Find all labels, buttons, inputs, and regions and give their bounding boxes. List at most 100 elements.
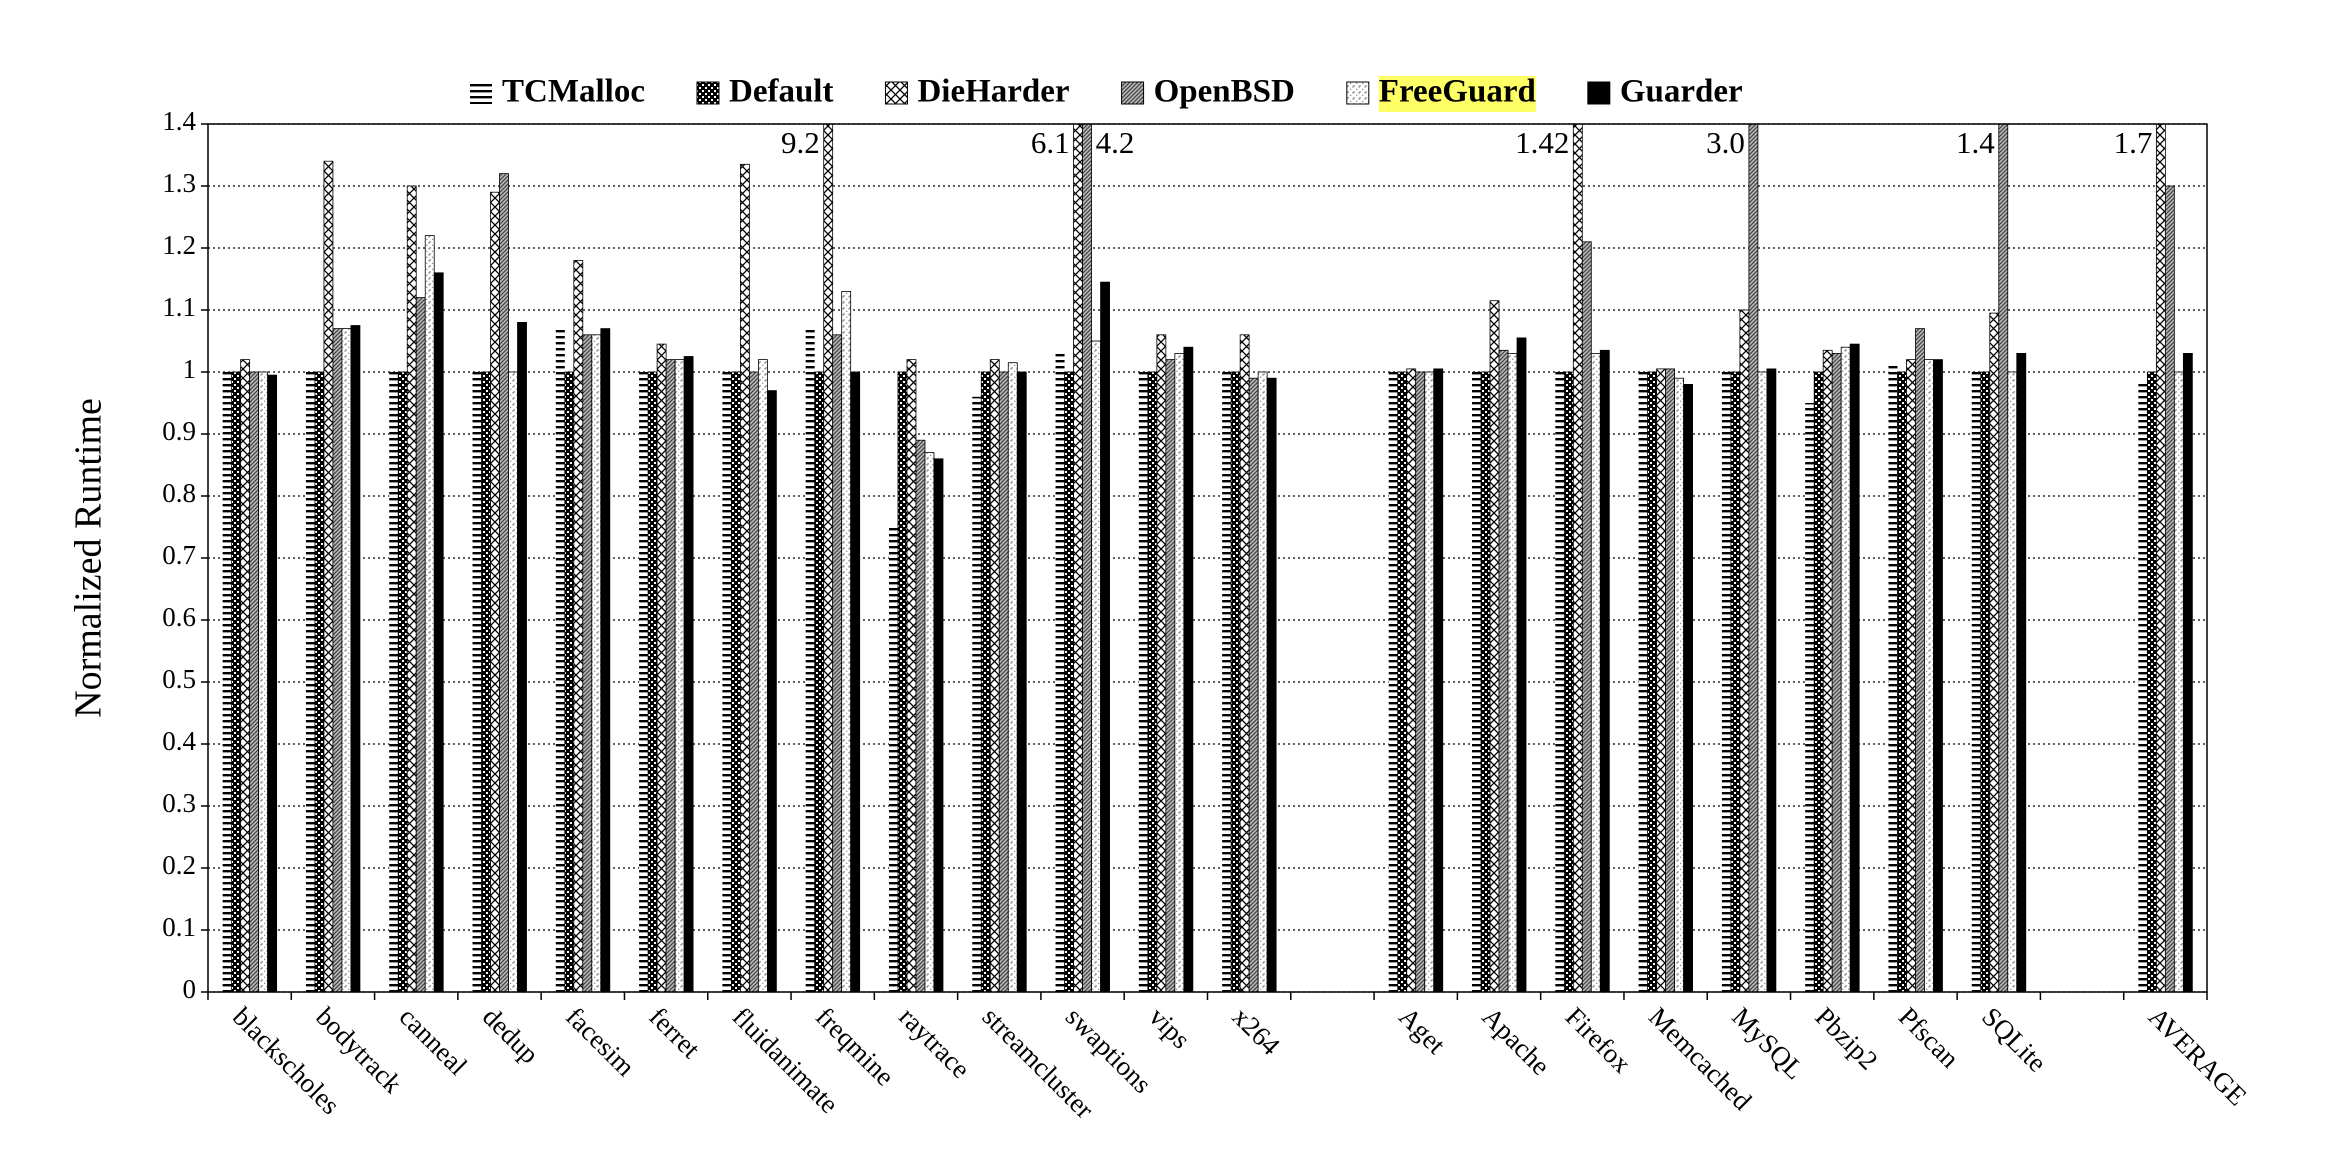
bar xyxy=(1674,377,1685,992)
bar xyxy=(683,356,694,992)
bar xyxy=(1138,372,1148,992)
bar xyxy=(915,439,926,992)
y-tick-label: 0.3 xyxy=(162,788,196,818)
bar xyxy=(1813,371,1824,992)
bar xyxy=(1748,124,1759,992)
bar xyxy=(924,452,935,992)
x-tick-label: vips xyxy=(1143,1001,1196,1054)
value-label: 3.0 xyxy=(1706,125,1745,160)
bar xyxy=(2155,124,2166,992)
value-label: 1.4 xyxy=(1956,125,1995,160)
bar xyxy=(1822,349,1833,992)
legend-label: FreeGuard xyxy=(1379,74,1536,110)
bar xyxy=(517,321,527,992)
grid xyxy=(208,123,2207,993)
x-tick-label: Apache xyxy=(1476,1001,1556,1081)
bar xyxy=(674,359,685,992)
bar xyxy=(1933,359,1943,992)
bar xyxy=(424,235,435,992)
bar xyxy=(323,160,334,992)
y-tick-label: 0.4 xyxy=(162,726,196,756)
bar xyxy=(490,191,500,992)
bar xyxy=(665,359,676,992)
bar xyxy=(591,334,602,992)
bar xyxy=(1064,371,1074,992)
x-tick-label: SQLite xyxy=(1976,1001,2052,1077)
y-tick-label: 0.8 xyxy=(162,478,196,508)
x-tick-label: canneal xyxy=(394,1001,474,1081)
y-tick-label: 1.1 xyxy=(162,292,196,322)
bar xyxy=(1840,346,1851,992)
y-tick-label: 1.4 xyxy=(162,106,196,136)
bar xyxy=(240,359,251,992)
x-tick-label: AVERAGE xyxy=(2143,1001,2253,1111)
bar xyxy=(1572,124,1583,992)
bar xyxy=(1016,371,1027,992)
bar xyxy=(972,396,982,992)
y-tick-label: 0.7 xyxy=(162,540,196,570)
bar xyxy=(1590,352,1601,992)
bar xyxy=(897,371,908,992)
bar xyxy=(1721,372,1731,992)
x-tick-label: Pbzip2 xyxy=(1810,1001,1884,1075)
bar xyxy=(850,371,861,992)
bar xyxy=(1906,359,1916,992)
bar xyxy=(1257,371,1268,992)
bar xyxy=(350,325,361,992)
value-label: 9.2 xyxy=(781,125,820,160)
bar xyxy=(814,371,825,992)
y-tick-label: 0.1 xyxy=(162,912,196,942)
bar xyxy=(1472,372,1482,992)
bar xyxy=(415,297,426,992)
bar xyxy=(332,328,343,992)
bar xyxy=(1507,352,1518,992)
bar xyxy=(766,390,777,992)
bar xyxy=(1766,368,1777,992)
bar xyxy=(499,173,509,992)
bar xyxy=(1266,377,1277,992)
bar xyxy=(1665,368,1676,992)
bar xyxy=(1498,349,1509,992)
bar xyxy=(1683,383,1694,992)
legend-swatch xyxy=(470,82,492,104)
y-axis-label: Normalized Runtime xyxy=(68,398,110,718)
legend-label: Guarder xyxy=(1620,74,1743,110)
y-tick-label: 0 xyxy=(183,974,197,1004)
bar xyxy=(1388,372,1398,992)
legend-swatch xyxy=(696,81,720,105)
bar xyxy=(1849,343,1860,992)
bar xyxy=(1563,371,1574,992)
bar xyxy=(1897,371,1907,992)
bar xyxy=(2138,381,2148,992)
bar xyxy=(481,371,491,992)
y-tick-label: 1.2 xyxy=(162,230,196,260)
legend-swatch xyxy=(1346,81,1370,105)
bar xyxy=(1998,124,2009,992)
bar xyxy=(823,124,834,992)
legend-swatch xyxy=(1121,81,1145,105)
bar xyxy=(1397,371,1408,992)
bar xyxy=(1183,346,1194,992)
bar xyxy=(647,371,658,992)
legend-swatch xyxy=(1587,81,1611,105)
bars xyxy=(222,124,2193,992)
legend-label: OpenBSD xyxy=(1154,74,1295,110)
bar xyxy=(433,272,444,992)
bar xyxy=(1581,241,1592,992)
bar xyxy=(1516,337,1527,992)
bar xyxy=(805,328,815,992)
bar xyxy=(1406,368,1417,992)
bar xyxy=(1924,359,1934,992)
legend-label: TCMalloc xyxy=(502,74,645,110)
bar xyxy=(1100,281,1110,992)
x-tick-label: Aget xyxy=(1393,1001,1452,1060)
x-tick-label: raytrace xyxy=(893,1001,976,1084)
bar xyxy=(1831,352,1842,992)
value-label: 1.7 xyxy=(2114,125,2153,160)
bar xyxy=(1165,359,1176,992)
bar xyxy=(573,259,584,992)
bar xyxy=(600,328,611,992)
bar xyxy=(267,374,278,992)
bar xyxy=(1174,352,1185,992)
bar xyxy=(906,359,917,992)
